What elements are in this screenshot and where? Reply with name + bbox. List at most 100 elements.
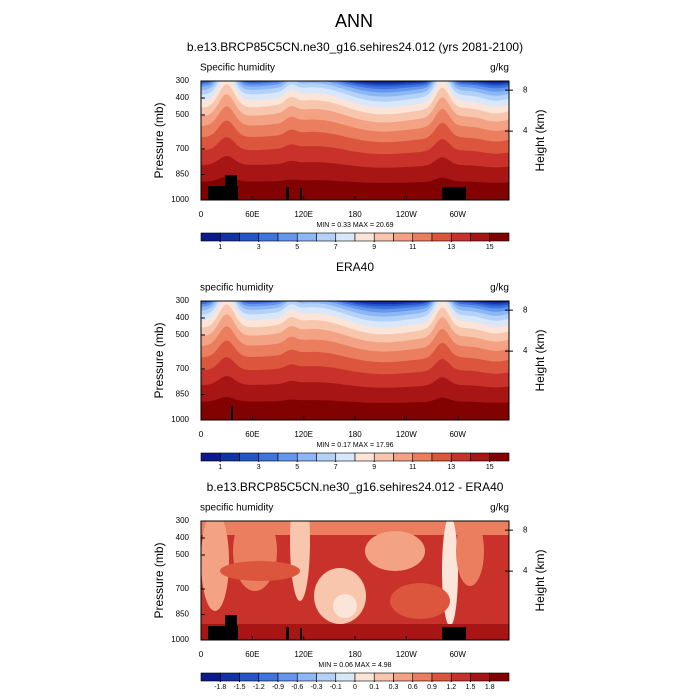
x-tick-label: 0 <box>199 210 204 219</box>
colorbar-label: 9 <box>372 244 376 251</box>
colorbar-label: 1.5 <box>466 684 476 691</box>
colorbar-box <box>316 232 337 242</box>
x-tick-label: 180 <box>348 210 362 219</box>
colorbar-label: 13 <box>447 464 455 471</box>
band <box>220 561 300 581</box>
x-tick-label: 120W <box>396 430 417 439</box>
terrain <box>225 175 237 200</box>
contour-field <box>201 81 509 200</box>
colorbar-box <box>412 452 433 462</box>
y2-tick-label: 8 <box>523 525 528 534</box>
panel-title: ERA40 <box>336 260 374 274</box>
colorbar-label: 5 <box>295 244 299 251</box>
y2-axis-label: Height (km) <box>533 109 547 171</box>
band <box>290 521 310 601</box>
colorbar-label: -0.6 <box>291 684 303 691</box>
contour-field <box>201 521 509 640</box>
colorbar-label: 0 <box>353 684 357 691</box>
colorbar-box <box>489 232 510 242</box>
y-axis-label: Pressure (mb) <box>152 542 166 618</box>
left-string: specific humidity <box>200 503 273 514</box>
colorbar-box <box>373 232 394 242</box>
y-axis-label: Pressure (mb) <box>152 102 166 178</box>
colorbar-label: 1.8 <box>485 684 495 691</box>
panel-title: b.e13.BRCP85C5CN.ne30_g16.sehires24.012 … <box>187 40 523 54</box>
y-tick-label: 300 <box>176 516 190 525</box>
colorbar-box <box>335 452 356 462</box>
colorbar-box <box>412 232 433 242</box>
colorbar-box <box>489 672 510 682</box>
right-string: g/kg <box>490 63 509 74</box>
colorbar-box <box>431 672 452 682</box>
x-tick-label: 60W <box>449 650 466 659</box>
colorbar-box <box>412 672 433 682</box>
terrain <box>442 187 466 200</box>
terrain <box>225 615 237 640</box>
colorbar-box <box>239 232 260 242</box>
x-tick-label: 60W <box>449 210 466 219</box>
field <box>201 81 509 200</box>
y-tick-label: 300 <box>176 76 190 85</box>
colorbar-label: 7 <box>334 464 338 471</box>
colorbar-box <box>277 672 298 682</box>
band <box>201 521 509 535</box>
x-tick-label: 180 <box>348 430 362 439</box>
colorbar-label: 5 <box>295 464 299 471</box>
y-tick-label: 1000 <box>171 195 189 204</box>
colorbar-label: -1.2 <box>253 684 265 691</box>
y-tick-label: 500 <box>176 550 190 559</box>
y2-tick-label: 4 <box>523 346 528 355</box>
colorbar-box <box>239 452 260 462</box>
band <box>201 397 509 420</box>
terrain <box>231 406 233 420</box>
left-string: Specific humidity <box>200 63 275 74</box>
right-string: g/kg <box>490 283 509 294</box>
x-tick-label: 120W <box>396 210 417 219</box>
colorbar-box <box>393 672 414 682</box>
colorbar-box <box>450 452 471 462</box>
colorbar-label: 0.9 <box>427 684 437 691</box>
terrain <box>286 187 289 200</box>
band <box>390 583 450 619</box>
colorbar-label: 15 <box>486 244 494 251</box>
terrain <box>442 627 466 640</box>
colorbar-label: 9 <box>372 464 376 471</box>
field <box>201 521 509 640</box>
colorbar-label: 1.2 <box>446 684 456 691</box>
y2-axis-label: Height (km) <box>533 329 547 391</box>
colorbar-label: -0.9 <box>272 684 284 691</box>
y-axis-label: Pressure (mb) <box>152 322 166 398</box>
colorbar-box <box>258 672 279 682</box>
x-tick-label: 0 <box>199 430 204 439</box>
x-tick-label: 120E <box>294 650 313 659</box>
colorbar-box <box>239 672 260 682</box>
colorbar-box <box>316 672 337 682</box>
terrain <box>300 188 302 200</box>
colorbar-box <box>296 232 317 242</box>
x-tick-label: 180 <box>348 650 362 659</box>
colorbar-box <box>354 672 375 682</box>
y-tick-label: 400 <box>176 93 190 102</box>
colorbar-label: -1.8 <box>214 684 226 691</box>
x-tick-label: 120E <box>294 210 313 219</box>
y-tick-label: 300 <box>176 296 190 305</box>
colorbar-box <box>470 232 491 242</box>
y-tick-label: 500 <box>176 110 190 119</box>
colorbar-box <box>373 672 394 682</box>
x-tick-label: 60E <box>245 210 259 219</box>
x-tick-label: 60E <box>245 430 259 439</box>
y-tick-label: 850 <box>176 610 190 619</box>
colorbar-box <box>200 672 221 682</box>
colorbar-box <box>335 672 356 682</box>
y-tick-label: 700 <box>176 144 190 153</box>
colorbar-label: 13 <box>447 244 455 251</box>
colorbar-box <box>277 452 298 462</box>
y-tick-label: 1000 <box>171 635 189 644</box>
y-tick-label: 700 <box>176 584 190 593</box>
colorbar-label: 1 <box>218 244 222 251</box>
colorbar-box <box>470 672 491 682</box>
colorbar-box <box>354 232 375 242</box>
colorbar-label: -1.5 <box>233 684 245 691</box>
colorbar-label: 3 <box>257 244 261 251</box>
